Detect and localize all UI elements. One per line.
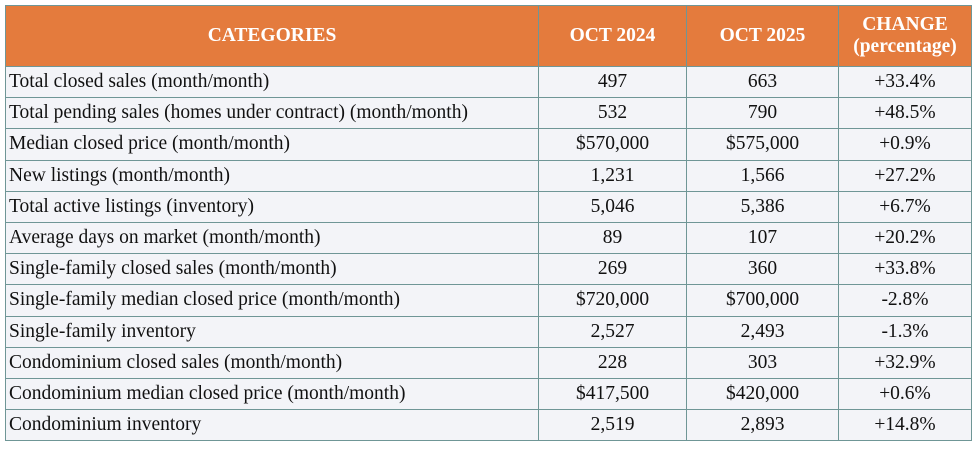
value-cell: +48.5% [838,97,972,130]
value-cell: -1.3% [838,315,972,348]
value-cell: 2,893 [686,409,839,442]
value-cell: +33.8% [838,253,972,286]
table-row: Median closed price (month/month) $570,00… [5,128,972,161]
value-cell: -2.8% [838,284,972,317]
category-cell: Single-family inventory [5,315,539,348]
category-cell: Condominium median closed price (month/m… [5,377,539,411]
value-cell: 107 [686,221,839,255]
table-row: New listings (month/month) 1,231 1,566 +27.… [5,159,972,192]
value-cell: $570,000 [538,128,687,161]
value-cell: $420,000 [686,377,839,411]
value-cell: +32.9% [838,346,972,379]
category-cell: Single-family median closed price (month… [5,284,539,317]
category-cell: Condominium closed sales (month/month) [5,346,539,379]
value-cell: +0.6% [838,377,972,411]
value-cell: 1,566 [686,159,839,192]
value-cell: 790 [686,97,839,130]
value-cell: 1,231 [538,159,687,192]
value-cell: 269 [538,253,687,286]
value-cell: 2,519 [538,409,687,442]
value-cell: 5,386 [686,190,839,223]
header-cell: CHANGE (percentage) [838,5,972,67]
value-cell: 228 [538,346,687,379]
table-row: Total closed sales (month/month) 497 663 +3… [5,65,972,99]
value-cell: 303 [686,346,839,379]
header-cell: OCT 2025 [686,5,839,67]
value-cell: 2,527 [538,315,687,348]
table-row: Single-family closed sales (month/month)… [5,253,972,286]
value-cell: $700,000 [686,284,839,317]
value-cell: 360 [686,253,839,286]
header-row: CATEGORIES OCT 2024 OCT 2025 CHANGE (per… [5,5,972,67]
value-cell: 532 [538,97,687,130]
category-cell: Total pending sales (homes under contrac… [5,97,539,130]
value-cell: +6.7% [838,190,972,223]
value-cell: +27.2% [838,159,972,192]
category-cell: Median closed price (month/month) [5,128,539,161]
table-row: Condominium closed sales (month/month) 22… [5,346,972,379]
table-body: Total closed sales (month/month) 497 663 +3… [5,65,972,442]
table-row: Single-family inventory 2,527 2,493 -1.3% [5,315,972,348]
value-cell: +33.4% [838,65,972,99]
header-cell: CATEGORIES [5,5,539,67]
header-cell: OCT 2024 [538,5,687,67]
table-row: Total pending sales (homes under contrac… [5,97,972,130]
category-cell: Average days on market (month/month) [5,221,539,255]
table-row: Condominium median closed price (month/m… [5,377,972,411]
data-table: CATEGORIES OCT 2024 OCT 2025 CHANGE (per… [5,5,972,442]
value-cell: $575,000 [686,128,839,161]
category-cell: New listings (month/month) [5,159,539,192]
value-cell: +0.9% [838,128,972,161]
table-row: Total active listings (inventory) 5,046 5,… [5,190,972,223]
value-cell: $417,500 [538,377,687,411]
category-cell: Total closed sales (month/month) [5,65,539,99]
table-row: Condominium inventory 2,519 2,893 +14.8% [5,409,972,442]
category-cell: Single-family closed sales (month/month) [5,253,539,286]
value-cell: 5,046 [538,190,687,223]
value-cell: $720,000 [538,284,687,317]
category-cell: Condominium inventory [5,409,539,442]
value-cell: 497 [538,65,687,99]
value-cell: 2,493 [686,315,839,348]
table-row: Single-family median closed price (month… [5,284,972,317]
value-cell: 663 [686,65,839,99]
table-row: Average days on market (month/month) 89 10… [5,221,972,255]
value-cell: 89 [538,221,687,255]
category-cell: Total active listings (inventory) [5,190,539,223]
value-cell: +14.8% [838,409,972,442]
table-header: CATEGORIES OCT 2024 OCT 2025 CHANGE (per… [5,5,972,67]
value-cell: +20.2% [838,221,972,255]
